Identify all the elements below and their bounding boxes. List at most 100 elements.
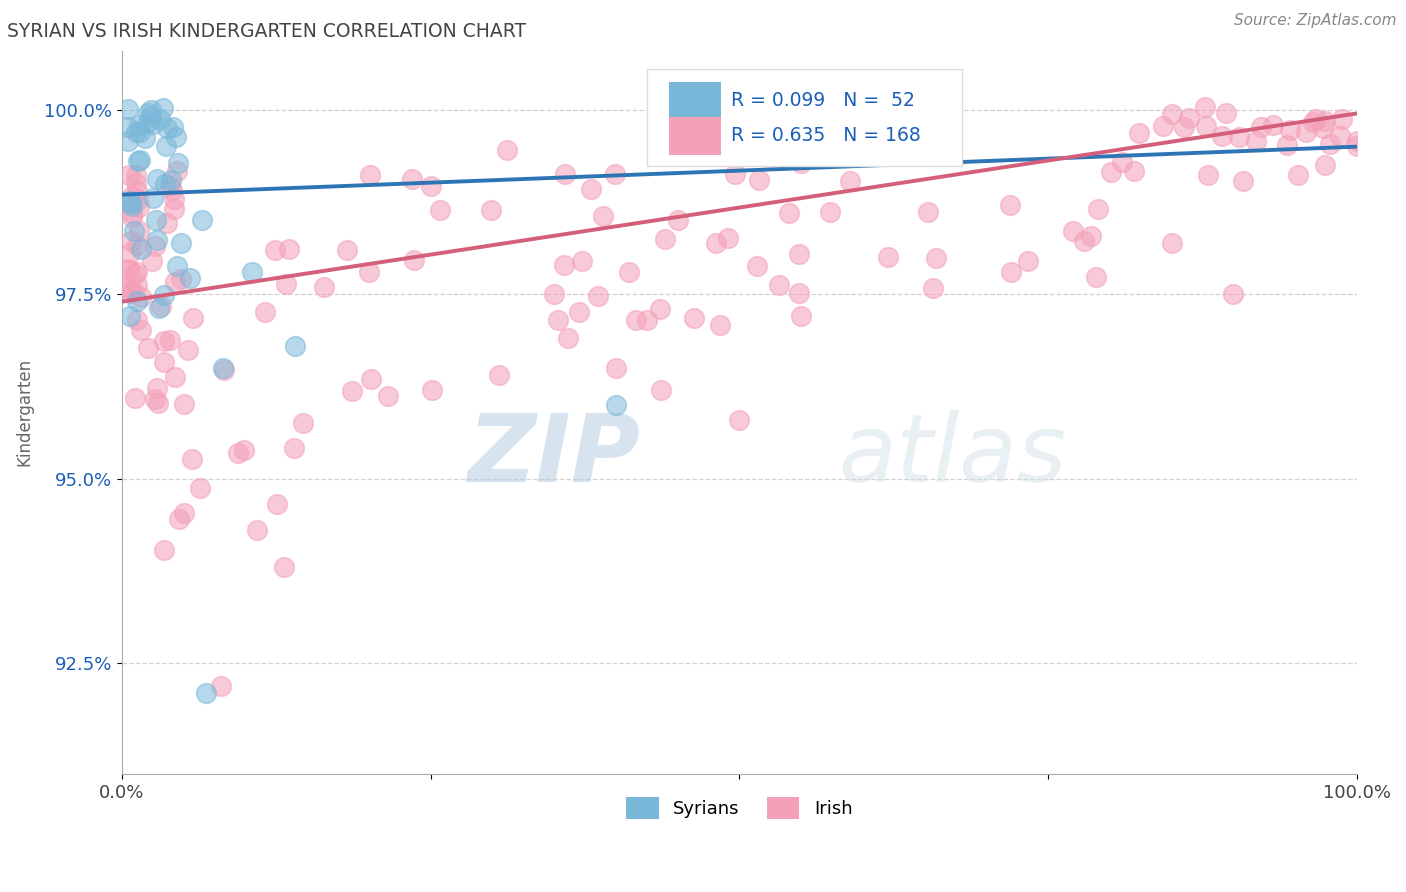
Point (1288, 168, 1310, 182)
Point (603, 168, 626, 182)
Point (181, 451, 204, 466)
Y-axis label: Kindergarten: Kindergarten (15, 359, 32, 467)
Text: R = 0.635   N = 168: R = 0.635 N = 168 (731, 127, 921, 145)
Point (121, 210, 143, 224)
Point (768, 278, 790, 293)
Point (1346, 139, 1368, 153)
Point (336, 244, 359, 258)
Point (152, 101, 174, 115)
Text: atlas: atlas (838, 410, 1067, 501)
Point (709, 318, 731, 332)
Point (115, 263, 138, 277)
Point (115, 281, 138, 295)
Point (188, 481, 211, 495)
Point (263, 244, 285, 258)
Point (650, 383, 672, 397)
Point (1313, 158, 1336, 172)
Point (360, 372, 382, 386)
FancyBboxPatch shape (669, 117, 721, 154)
Point (568, 304, 591, 318)
Point (1000, 265, 1022, 279)
Point (579, 182, 602, 196)
Point (155, 138, 177, 153)
Text: ZIP: ZIP (468, 409, 641, 502)
Point (127, 238, 149, 252)
Point (125, 294, 148, 309)
Point (1160, 107, 1182, 121)
Point (1312, 120, 1334, 135)
Point (838, 174, 860, 188)
Point (1000, 198, 1022, 212)
Point (127, 265, 149, 279)
Point (1123, 164, 1146, 178)
Point (401, 171, 423, 186)
Point (787, 247, 810, 261)
Point (925, 252, 948, 266)
Point (166, 260, 188, 274)
Point (160, 173, 183, 187)
Point (748, 173, 770, 187)
Point (125, 168, 148, 182)
Point (592, 209, 614, 223)
Point (723, 167, 745, 181)
Point (145, 171, 167, 186)
Point (1278, 123, 1301, 137)
Point (177, 343, 200, 357)
Point (134, 131, 156, 145)
Point (128, 124, 150, 138)
Point (240, 265, 263, 279)
Point (128, 119, 150, 133)
Point (124, 268, 146, 282)
Point (787, 285, 810, 300)
Point (191, 213, 214, 227)
Point (122, 224, 145, 238)
Point (1222, 287, 1244, 301)
Point (139, 109, 162, 123)
Point (165, 275, 187, 289)
Point (1062, 224, 1084, 238)
Text: R = 0.099   N =  52: R = 0.099 N = 52 (731, 92, 915, 111)
Point (233, 442, 256, 457)
Point (605, 398, 627, 412)
Point (156, 216, 179, 230)
Point (226, 446, 249, 460)
Point (377, 389, 399, 403)
Point (1215, 105, 1237, 120)
Point (159, 333, 181, 347)
Point (162, 120, 184, 135)
Point (194, 686, 217, 700)
Point (142, 191, 165, 205)
Point (117, 120, 139, 134)
Point (118, 194, 141, 209)
Point (1211, 129, 1233, 144)
Point (745, 259, 768, 273)
Point (666, 213, 689, 227)
Point (273, 559, 295, 574)
Point (245, 524, 267, 538)
FancyBboxPatch shape (647, 69, 962, 167)
Point (117, 102, 139, 116)
Point (159, 179, 181, 194)
Point (1087, 202, 1109, 216)
Point (120, 196, 142, 211)
Point (1277, 138, 1299, 153)
Point (128, 154, 150, 169)
Point (128, 224, 150, 238)
Point (402, 252, 425, 267)
Point (121, 206, 143, 220)
Point (145, 213, 167, 227)
Point (1319, 136, 1341, 151)
Point (1244, 134, 1267, 148)
Point (121, 189, 143, 203)
Point (136, 341, 159, 355)
Point (129, 323, 152, 337)
Point (131, 290, 153, 304)
Point (488, 368, 510, 383)
Point (209, 679, 232, 693)
Point (125, 313, 148, 327)
Point (359, 169, 381, 183)
Point (148, 301, 170, 315)
Point (818, 204, 841, 219)
Point (118, 282, 141, 296)
Point (1250, 120, 1272, 134)
